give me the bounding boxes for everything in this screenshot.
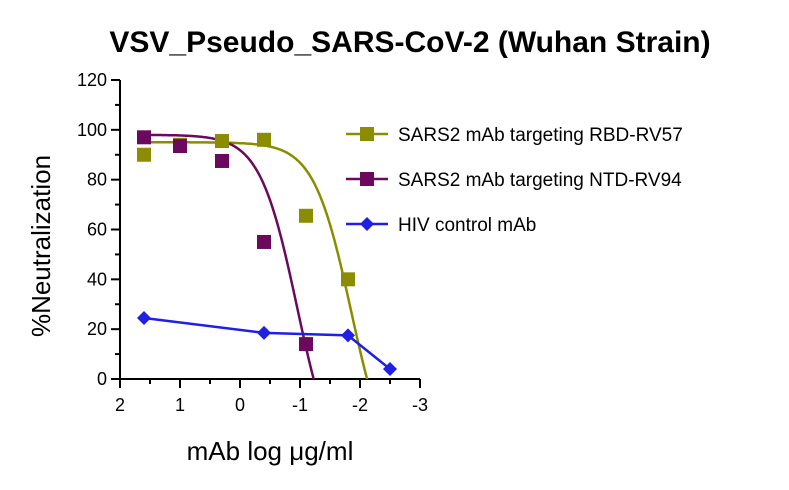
series-markers [137,130,397,377]
series-line-hiv-control [143,316,391,370]
x-tick-label: -1 [292,395,308,415]
axes: 0 20 40 60 80 100 120 2 1 0 -1 -2 -3 [77,70,428,415]
x-tick-label: 1 [175,395,185,415]
y-tick-label: 60 [87,220,107,240]
data-point-ntd-rv94 [299,337,313,352]
x-tick-label: -2 [352,395,368,415]
data-point-rbd-rv57 [215,134,229,149]
legend: SARS2 mAb targeting RBD-RV57 SARS2 mAb ta… [346,125,683,236]
chart-title: VSV_Pseudo_SARS-CoV-2 (Wuhan Strain) [109,26,710,59]
legend-label-ntd-rv94: SARS2 mAb targeting NTD-RV94 [398,170,682,191]
y-tick-label: 20 [87,319,107,339]
y-axis-label: %Neutralization [26,155,56,337]
legend-label-rbd-rv57: SARS2 mAb targeting RBD-RV57 [398,125,683,146]
series-lines [143,133,391,379]
data-point-hiv-control [383,362,397,377]
y-tick-label: 80 [87,170,107,190]
data-point-hiv-control [341,328,355,343]
y-tick-label: 100 [77,120,107,140]
legend-label-hiv-control: HIV control mAb [398,215,536,236]
data-point-ntd-rv94 [173,139,187,154]
data-point-ntd-rv94 [137,130,151,145]
x-tick-label: 0 [235,395,245,415]
series-line-rbd-rv57 [144,141,369,379]
legend-marker-hiv-control [360,217,374,231]
data-point-rbd-rv57 [299,208,313,223]
data-point-ntd-rv94 [215,153,229,168]
x-tick-label: -3 [412,395,428,415]
data-point-hiv-control [137,310,151,325]
y-tick-label: 40 [87,269,107,289]
data-point-rbd-rv57 [257,132,271,147]
y-tick-label: 0 [97,369,107,389]
x-axis-label: mAb log μg/ml [187,436,354,466]
y-tick-label: 120 [77,70,107,90]
x-tick-label: 2 [115,395,125,415]
legend-marker-rbd-rv57 [360,127,374,141]
data-point-ntd-rv94 [257,234,271,249]
series-line-ntd-rv94 [144,133,315,379]
data-point-rbd-rv57 [137,147,151,162]
data-point-hiv-control [257,325,271,340]
data-point-rbd-rv57 [341,272,355,287]
legend-marker-ntd-rv94 [360,172,374,186]
